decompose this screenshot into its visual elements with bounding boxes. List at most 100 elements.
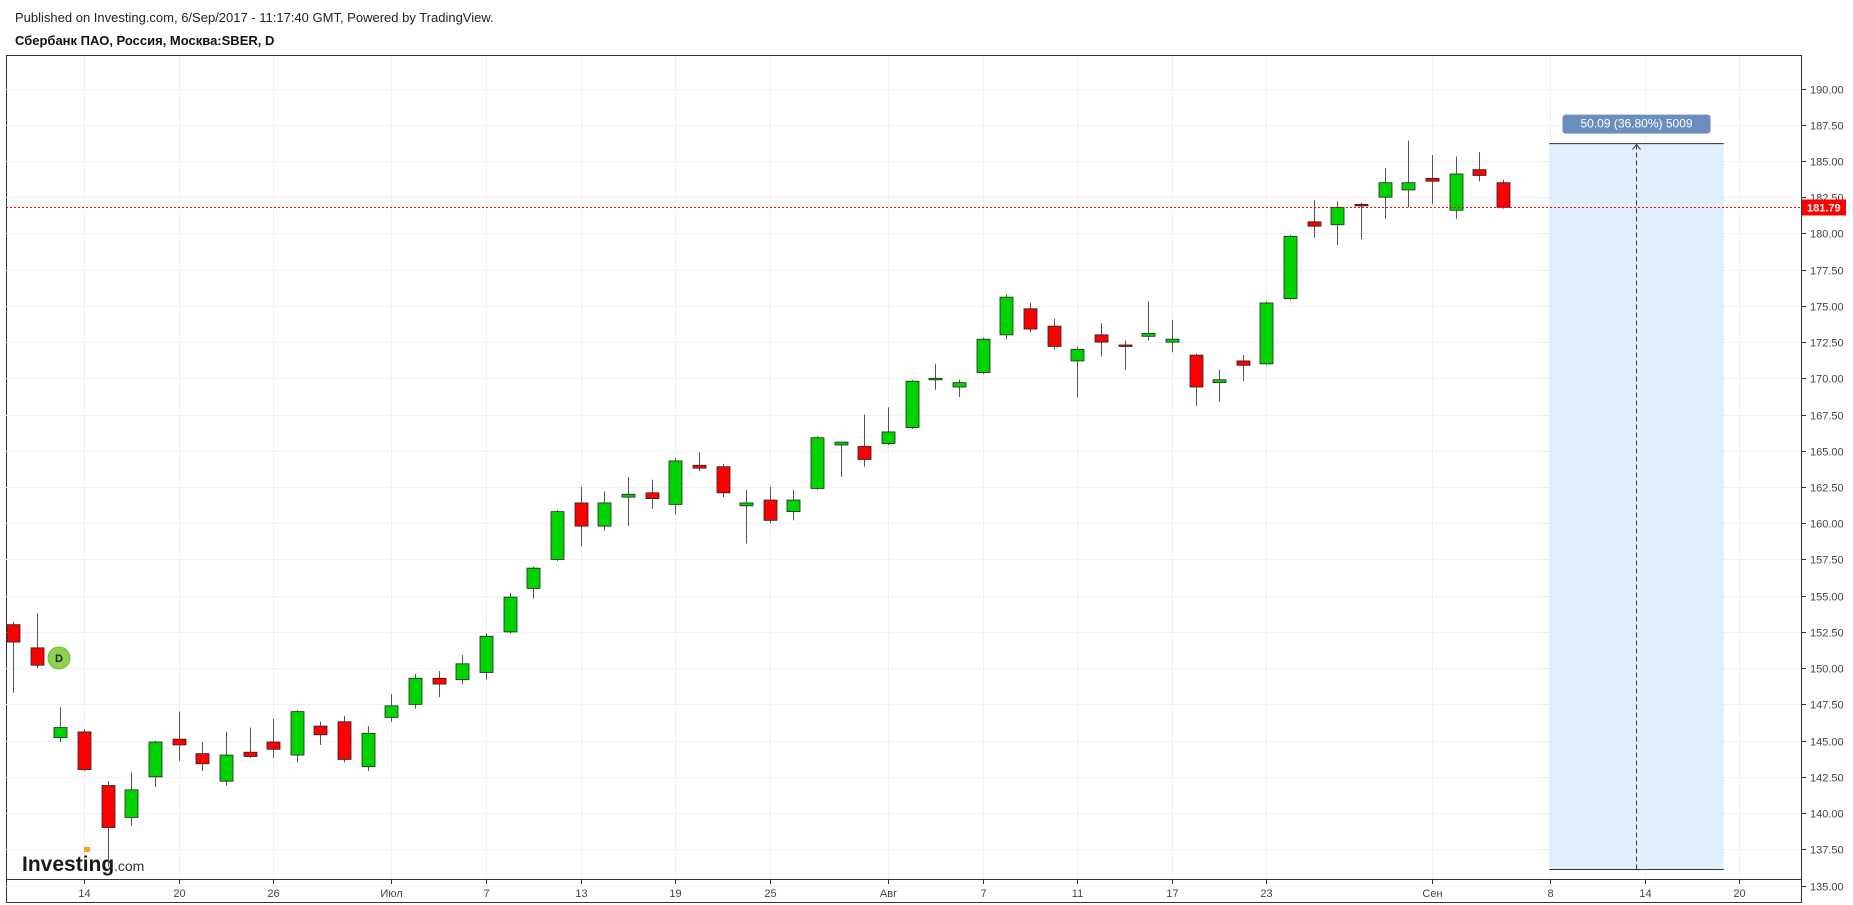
price-axis: 135.00 137.50 140.00 142.50 145.00 147.50 150.…	[1801, 85, 1844, 894]
candle-body	[1378, 182, 1393, 198]
candle-body	[905, 380, 920, 428]
candle	[574, 487, 589, 547]
candle	[30, 613, 45, 669]
candle-body	[928, 377, 943, 381]
price-tick-label: 140.00	[1810, 809, 1844, 821]
time-tick-label: 7	[980, 888, 986, 900]
candle-body	[172, 738, 187, 746]
candle	[1449, 156, 1464, 219]
candle-body	[1141, 332, 1156, 337]
candle	[692, 452, 707, 472]
candle	[999, 294, 1014, 340]
candle-body	[597, 502, 612, 527]
price-tick-label: 165.00	[1810, 447, 1844, 459]
candle	[479, 633, 494, 680]
candle	[1212, 369, 1227, 402]
candle	[337, 715, 352, 763]
candle-body	[550, 511, 565, 560]
candle	[597, 491, 612, 531]
candle-body	[1259, 302, 1274, 365]
candle	[361, 726, 376, 772]
candle-body	[408, 677, 423, 705]
candle	[763, 487, 778, 524]
price-tick-label: 175.00	[1810, 302, 1844, 314]
price-tick-label: 135.00	[1810, 882, 1844, 894]
candle-body	[1212, 379, 1227, 384]
candle	[526, 566, 541, 599]
candle-body	[337, 721, 352, 760]
candle-body	[1047, 325, 1062, 347]
time-tick-label: 19	[669, 888, 681, 900]
candle	[1165, 320, 1180, 353]
candle	[1070, 346, 1085, 398]
time-tick-label: 14	[1639, 888, 1651, 900]
candle-body	[574, 502, 589, 527]
candle	[1118, 340, 1133, 370]
candle-body	[1283, 235, 1298, 300]
price-tick-label: 187.50	[1810, 121, 1844, 133]
candle	[1401, 140, 1416, 208]
candle-body	[1472, 169, 1487, 176]
candle	[881, 407, 896, 445]
candle	[1354, 202, 1369, 240]
time-axis: 14 20 26 Июл 7 13 19 25 Авг 7 11 17 23 Сен 8 14 20	[78, 879, 1746, 900]
time-tick-label: 7	[483, 888, 489, 900]
time-tick-label: 8	[1547, 888, 1553, 900]
candle	[952, 379, 967, 398]
candle-body	[999, 296, 1014, 336]
candle	[1094, 323, 1109, 357]
candle-body	[1330, 206, 1345, 226]
candle	[928, 363, 943, 390]
candle	[6, 621, 21, 693]
candle	[1259, 301, 1274, 366]
candle-body	[976, 338, 991, 373]
candle	[905, 379, 920, 430]
candle-body	[479, 635, 494, 673]
price-tick-label: 150.00	[1810, 664, 1844, 676]
candle	[290, 710, 305, 763]
candle	[1236, 355, 1251, 382]
candle-body	[621, 493, 636, 498]
candle-body	[1401, 182, 1416, 191]
candle	[243, 727, 258, 758]
candle	[195, 742, 210, 772]
logo-accent	[84, 847, 90, 852]
time-tick-label: 11	[1072, 888, 1083, 900]
published-caption: Published on Investing.com, 6/Sep/2017 -…	[15, 10, 494, 25]
candle-body	[952, 382, 967, 388]
candle	[739, 489, 754, 544]
candle-body	[455, 663, 470, 681]
candle-body	[763, 499, 778, 521]
price-tick-label: 162.50	[1810, 483, 1844, 495]
candle	[53, 707, 68, 743]
candle-body	[668, 460, 683, 505]
measure-tool[interactable]: 50.09 (36.80%) 5009	[1549, 114, 1724, 871]
candle-body	[77, 731, 92, 770]
candle	[1047, 318, 1062, 350]
investing-logo: Investing .com	[22, 847, 144, 876]
candle	[810, 436, 825, 490]
candle-body	[1189, 354, 1204, 388]
candle-body	[786, 499, 801, 513]
measure-arrow-head	[1632, 143, 1641, 150]
last-price: 181.79	[6, 199, 1846, 216]
last-price-label: 181.79	[1807, 202, 1841, 214]
candle	[1141, 301, 1156, 341]
candle-body	[526, 567, 541, 589]
d-marker-label: D	[55, 653, 63, 665]
candle-body	[124, 789, 139, 818]
candle	[219, 731, 234, 786]
candle-body	[148, 741, 163, 778]
candle	[645, 479, 660, 509]
candle-body	[30, 647, 45, 666]
candle-body	[834, 441, 849, 446]
candle	[1472, 152, 1487, 182]
last-price-badge	[1802, 199, 1846, 216]
time-tick-label: 26	[267, 888, 279, 900]
d-marker[interactable]: D	[47, 646, 71, 670]
candle	[124, 772, 139, 827]
candle	[408, 673, 423, 709]
candle-body	[361, 732, 376, 768]
candle-body	[1165, 338, 1180, 343]
